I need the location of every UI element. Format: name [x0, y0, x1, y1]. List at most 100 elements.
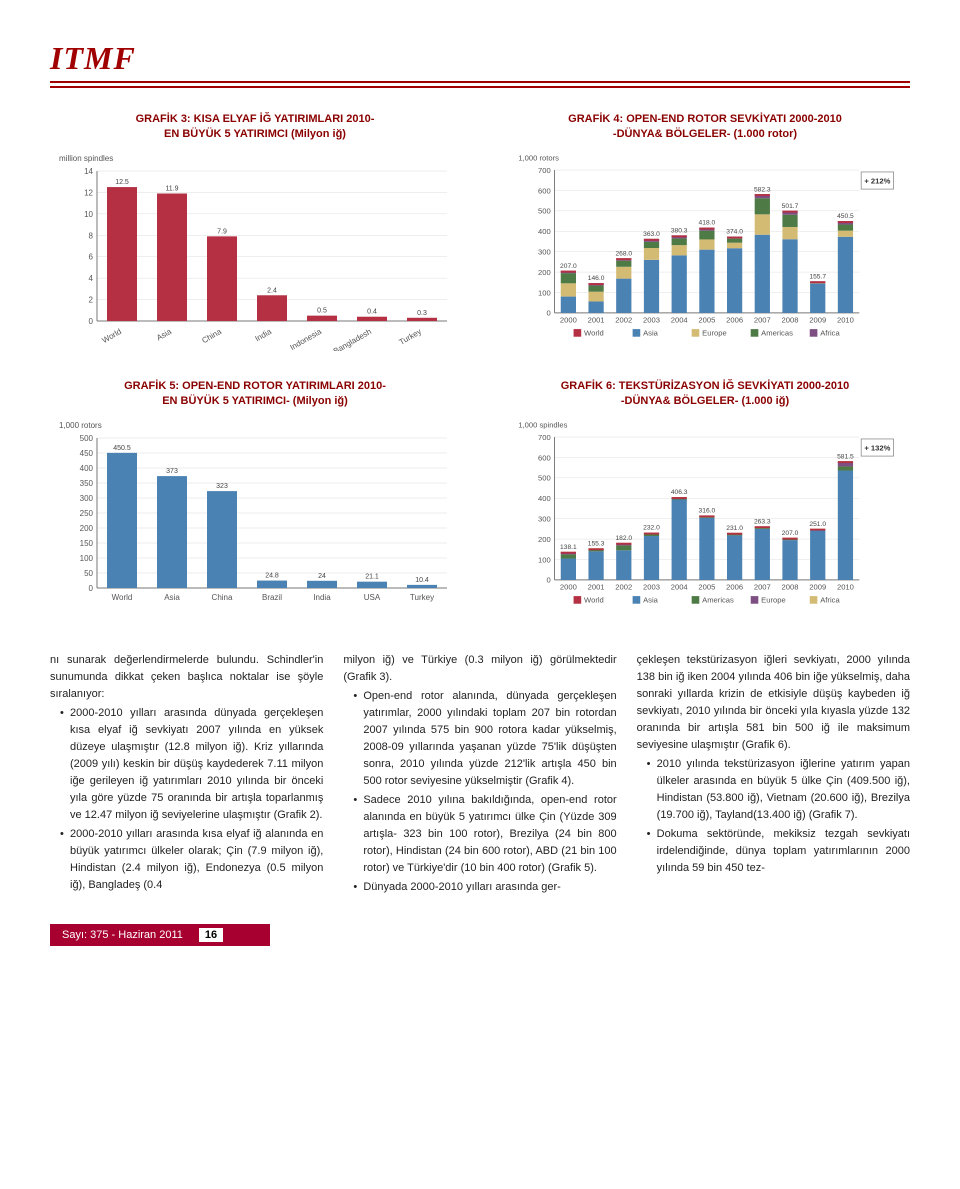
svg-text:100: 100: [80, 554, 94, 563]
col3-first: çekleşen tekstürizasyon iğleri sevkiyatı…: [637, 652, 910, 754]
svg-text:World: World: [112, 593, 133, 602]
col1-bullets: 2000-2010 yılları arasında dünyada gerçe…: [50, 705, 323, 895]
chart6-block: GRAFİK 6: TEKSTÜRİZASYON İĞ SEVKİYATI 20…: [500, 379, 910, 618]
svg-text:500: 500: [80, 434, 94, 443]
svg-text:0: 0: [89, 317, 94, 326]
svg-text:2004: 2004: [671, 582, 689, 591]
bullet-item: 2000-2010 yılları arasında kısa elyaf iğ…: [60, 826, 323, 894]
svg-text:2001: 2001: [588, 582, 605, 591]
svg-text:2006: 2006: [726, 315, 743, 324]
svg-text:300: 300: [538, 247, 551, 256]
svg-text:2010: 2010: [837, 315, 854, 324]
chart3-ylabel: million spindles: [59, 154, 113, 163]
col1-intro: nı sunarak değerlendirmelerde bulundu. S…: [50, 652, 323, 703]
chart3-block: GRAFİK 3: KISA ELYAF İĞ YATIRIMLARI 2010…: [50, 112, 460, 351]
svg-text:373: 373: [166, 468, 178, 475]
col2-bullets: Open-end rotor alanında, dünyada gerçekl…: [343, 688, 616, 897]
footer-page: 16: [199, 928, 223, 942]
svg-text:2001: 2001: [588, 315, 605, 324]
article-columns: nı sunarak değerlendirmelerde bulundu. S…: [50, 652, 910, 899]
svg-text:251.0: 251.0: [809, 520, 826, 527]
chart3-svg: million spindles 02468101214 12.5World11…: [55, 151, 455, 351]
svg-text:138.1: 138.1: [560, 543, 577, 550]
svg-text:146.0: 146.0: [588, 275, 605, 282]
svg-text:World: World: [584, 329, 604, 338]
col2: milyon iğ) ve Türkiye (0.3 milyon iğ) gö…: [343, 652, 616, 899]
chart4-svg: 1,000 rotors 0100200300400500600700 207.…: [505, 151, 905, 351]
svg-text:200: 200: [538, 535, 551, 544]
svg-text:316.0: 316.0: [699, 507, 716, 514]
charts-grid: GRAFİK 3: KISA ELYAF İĞ YATIRIMLARI 2010…: [50, 112, 910, 618]
svg-text:700: 700: [538, 166, 551, 175]
chart6-title: GRAFİK 6: TEKSTÜRİZASYON İĞ SEVKİYATI 20…: [561, 379, 850, 410]
chart5-block: GRAFİK 5: OPEN-END ROTOR YATIRIMLARI 201…: [50, 379, 460, 618]
svg-text:12.5: 12.5: [115, 179, 129, 186]
svg-text:350: 350: [80, 479, 94, 488]
svg-text:2000: 2000: [560, 315, 577, 324]
svg-text:2004: 2004: [671, 315, 689, 324]
svg-text:100: 100: [538, 555, 551, 564]
chart5-title: GRAFİK 5: OPEN-END ROTOR YATIRIMLARI 201…: [124, 379, 386, 410]
svg-text:2003: 2003: [643, 315, 660, 324]
svg-text:Asia: Asia: [643, 329, 659, 338]
svg-text:USA: USA: [364, 593, 381, 602]
svg-text:11.9: 11.9: [165, 185, 178, 192]
svg-text:300: 300: [538, 514, 551, 523]
chart4-title: GRAFİK 4: OPEN-END ROTOR SEVKİYATI 2000-…: [568, 112, 842, 143]
svg-text:2007: 2007: [754, 315, 771, 324]
svg-text:0: 0: [89, 584, 94, 593]
svg-text:Indonesia: Indonesia: [288, 326, 323, 350]
svg-text:418.0: 418.0: [699, 220, 716, 227]
svg-text:14: 14: [84, 167, 93, 176]
svg-text:0.5: 0.5: [317, 307, 327, 314]
chart4-block: GRAFİK 4: OPEN-END ROTOR SEVKİYATI 2000-…: [500, 112, 910, 351]
svg-text:Turkey: Turkey: [410, 593, 434, 602]
chart4-ylabel: 1,000 rotors: [518, 153, 559, 162]
bullet-item: Open-end rotor alanında, dünyada gerçekl…: [353, 688, 616, 790]
svg-text:450: 450: [80, 449, 94, 458]
header-title: ITMF: [50, 40, 910, 83]
svg-text:232.0: 232.0: [643, 524, 660, 531]
svg-text:400: 400: [80, 464, 94, 473]
svg-text:6: 6: [89, 252, 94, 261]
svg-text:2005: 2005: [698, 582, 715, 591]
svg-text:24: 24: [318, 572, 326, 579]
svg-text:155.3: 155.3: [588, 540, 605, 547]
svg-text:231.0: 231.0: [726, 524, 743, 531]
svg-text:24.8: 24.8: [265, 572, 279, 579]
svg-text:0: 0: [546, 309, 550, 318]
svg-text:363.0: 363.0: [643, 231, 660, 238]
svg-text:300: 300: [80, 494, 94, 503]
svg-text:Americas: Americas: [702, 595, 734, 604]
svg-text:150: 150: [80, 539, 94, 548]
section-header: ITMF: [50, 40, 910, 88]
svg-text:Bangladesh: Bangladesh: [332, 327, 373, 351]
svg-text:200: 200: [80, 524, 94, 533]
svg-text:50: 50: [84, 569, 93, 578]
svg-text:Brazil: Brazil: [262, 593, 282, 602]
svg-text:India: India: [313, 593, 331, 602]
svg-text:India: India: [253, 326, 273, 343]
svg-text:500: 500: [538, 207, 551, 216]
svg-text:12: 12: [84, 188, 93, 197]
svg-text:263.3: 263.3: [754, 518, 771, 525]
svg-text:10.4: 10.4: [415, 576, 429, 583]
svg-text:Asia: Asia: [155, 326, 173, 342]
svg-text:0.4: 0.4: [367, 308, 377, 315]
page-footer: Sayı: 375 - Haziran 2011 16: [50, 924, 270, 946]
svg-text:2009: 2009: [809, 582, 826, 591]
svg-text:2002: 2002: [615, 315, 632, 324]
svg-text:4: 4: [89, 274, 94, 283]
svg-text:450.5: 450.5: [837, 213, 854, 220]
svg-text:Americas: Americas: [761, 329, 793, 338]
svg-text:406.3: 406.3: [671, 489, 688, 496]
svg-text:155.7: 155.7: [809, 273, 826, 280]
svg-text:Africa: Africa: [820, 329, 840, 338]
chart5-ylabel: 1,000 rotors: [59, 421, 102, 430]
svg-text:0: 0: [546, 575, 550, 584]
col2-first: milyon iğ) ve Türkiye (0.3 milyon iğ) gö…: [343, 652, 616, 686]
svg-text:2006: 2006: [726, 582, 743, 591]
svg-text:500: 500: [538, 473, 551, 482]
svg-text:Asia: Asia: [643, 595, 659, 604]
svg-text:182.0: 182.0: [615, 534, 632, 541]
